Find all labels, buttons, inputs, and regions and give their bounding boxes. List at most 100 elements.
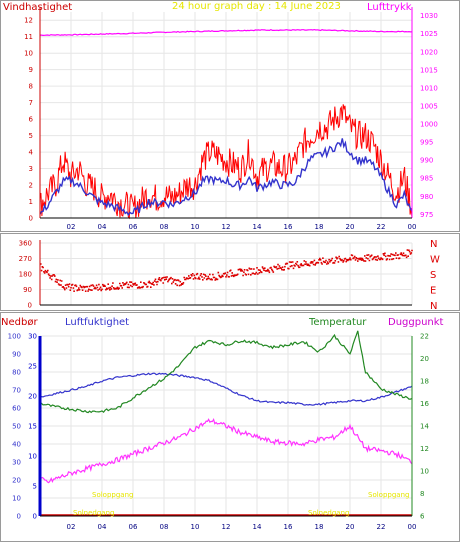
temperature-tick-label: 14 [420, 423, 429, 431]
panel-1-marks [39, 28, 413, 220]
rain-tick-label: 30 [28, 333, 37, 341]
hour-tick-label: 06 [129, 223, 138, 231]
hour-tick-label: 10 [191, 523, 200, 531]
panel-3-tick-labels: 0102030405060708090100051015202530681012… [8, 333, 430, 532]
hour-tick-label: 20 [346, 523, 355, 531]
hour-tick-label: 02 [67, 223, 76, 231]
wind-tick-label: 8 [29, 83, 33, 91]
temperature-humidity-panel: 0102030405060708090100051015202530681012… [0, 312, 460, 542]
panel-1-tick-labels: 0123456789101112975980985990995100010051… [24, 12, 438, 231]
direction-tick-label: 90 [23, 286, 32, 294]
hour-tick-label: 12 [222, 223, 231, 231]
pressure-tick-label: 980 [420, 193, 433, 201]
wind-tick-label: 4 [29, 149, 34, 157]
rain-tick-label: 10 [28, 453, 37, 461]
humidity-tick-label: 10 [12, 495, 21, 503]
panel-3-marks [39, 330, 413, 516]
temperature-series-line [39, 330, 413, 414]
temperature-tick-label: 16 [420, 400, 429, 408]
hour-tick-label: 14 [253, 523, 262, 531]
temperature-tick-label: 22 [420, 333, 429, 341]
wind-tick-label: 2 [29, 182, 33, 190]
sunrise-label-right: Soloppgang [368, 491, 409, 499]
wind-tick-label: 11 [24, 33, 33, 41]
humidity-tick-label: 80 [12, 369, 21, 377]
rain-tick-label: 15 [28, 423, 37, 431]
direction-tick-label: 180 [19, 271, 32, 279]
panel-2-frame [0, 233, 460, 311]
legend-humidity: Luftfuktighet [65, 317, 129, 328]
temperature-tick-label: 6 [420, 513, 425, 521]
compass-label: N [430, 239, 437, 250]
direction-series-points [40, 249, 413, 292]
hour-tick-label: 04 [98, 223, 107, 231]
gust-series-line [39, 104, 413, 220]
pressure-tick-label: 985 [420, 175, 433, 183]
hour-tick-label: 12 [222, 523, 231, 531]
wind-tick-label: 3 [29, 165, 33, 173]
humidity-tick-label: 70 [12, 387, 21, 395]
legend-rain: Nedbør [1, 317, 38, 328]
wind-tick-label: 7 [29, 99, 33, 107]
pressure-tick-label: 1025 [420, 30, 438, 38]
hour-tick-label: 16 [284, 223, 293, 231]
hour-tick-label: 20 [346, 223, 355, 231]
pressure-tick-label: 975 [420, 211, 433, 219]
compass-label: S [430, 270, 436, 281]
hour-tick-label: 18 [315, 223, 324, 231]
wind-pressure-panel: 0123456789101112975980985990995100010051… [0, 0, 460, 232]
sunset-label-right: Solnedgang [308, 509, 349, 517]
pressure-series-line [40, 28, 413, 37]
pressure-axis-label: Lufttrykk [367, 2, 412, 13]
hour-tick-label: 22 [377, 523, 386, 531]
pressure-tick-label: 1005 [420, 102, 438, 110]
legend-dewpoint: Duggpunkt [388, 317, 444, 328]
humidity-tick-label: 60 [12, 405, 21, 413]
chart-title: 24 hour graph day : 14 June 2023 [172, 1, 341, 12]
hour-tick-label: 00 [408, 223, 417, 231]
temperature-tick-label: 12 [420, 445, 429, 453]
rain-tick-label: 20 [28, 393, 37, 401]
hour-tick-label: 14 [253, 223, 262, 231]
humidity-tick-label: 100 [8, 333, 21, 341]
hour-tick-label: 08 [160, 223, 169, 231]
humidity-tick-label: 20 [12, 477, 21, 485]
wind-tick-label: 12 [24, 17, 33, 25]
pressure-tick-label: 1015 [420, 66, 438, 74]
temperature-tick-label: 20 [420, 355, 429, 363]
hour-tick-label: 10 [191, 223, 200, 231]
wind-tick-label: 0 [29, 215, 33, 223]
direction-tick-label: 270 [19, 255, 32, 263]
pressure-tick-label: 1010 [420, 84, 438, 92]
wind-tick-label: 1 [29, 198, 33, 206]
hour-tick-label: 06 [129, 523, 138, 531]
hour-tick-label: 22 [377, 223, 386, 231]
hour-tick-label: 08 [160, 523, 169, 531]
direction-tick-label: 360 [19, 240, 32, 248]
humidity-tick-label: 50 [12, 423, 21, 431]
pressure-tick-label: 1030 [420, 12, 438, 20]
sunset-label-left: Solnedgang [73, 509, 114, 517]
compass-label: N [430, 301, 437, 312]
wind-axis-label: Vindhastighet [3, 2, 72, 13]
sunrise-label: Soloppgang [92, 491, 133, 499]
rain-tick-label: 0 [33, 513, 37, 521]
temperature-tick-label: 8 [420, 490, 424, 498]
wind-tick-label: 9 [29, 66, 33, 74]
humidity-tick-label: 30 [12, 459, 21, 467]
compass-label: W [430, 255, 440, 266]
humidity-tick-label: 40 [12, 441, 21, 449]
rain-tick-label: 25 [28, 363, 37, 371]
humidity-tick-label: 0 [17, 513, 21, 521]
hour-tick-label: 18 [315, 523, 324, 531]
temperature-tick-label: 10 [420, 468, 429, 476]
pressure-tick-label: 995 [420, 139, 433, 147]
pressure-tick-label: 990 [420, 157, 433, 165]
hour-tick-label: 16 [284, 523, 293, 531]
wind-tick-label: 10 [24, 50, 33, 58]
panel-2-marks [40, 249, 413, 292]
